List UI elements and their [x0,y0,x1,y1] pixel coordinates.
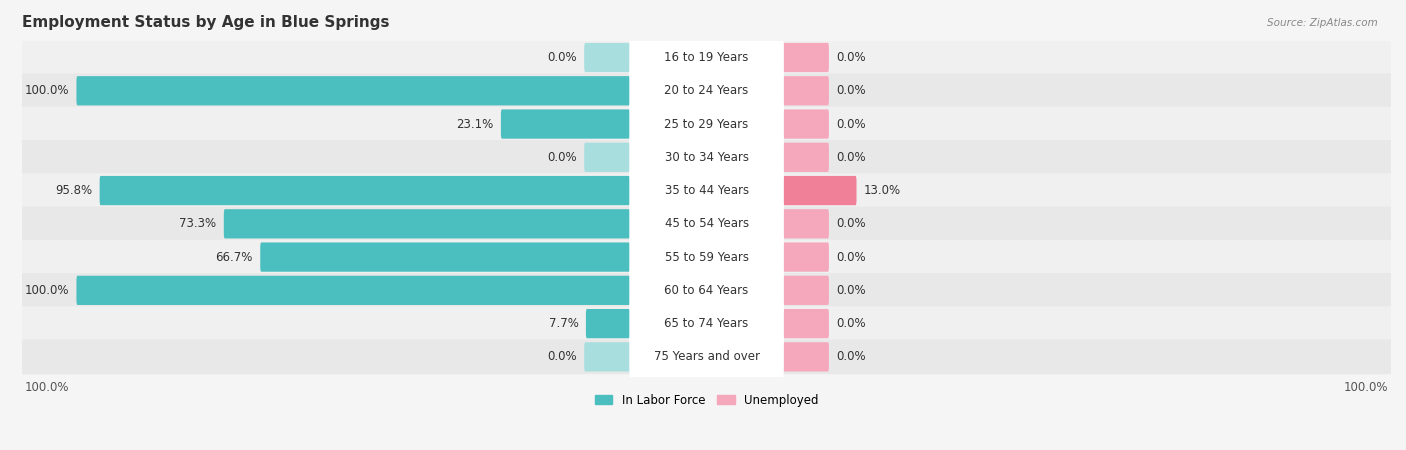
FancyBboxPatch shape [585,143,630,172]
Text: 16 to 19 Years: 16 to 19 Years [665,51,749,64]
FancyBboxPatch shape [630,130,785,185]
FancyBboxPatch shape [22,140,1391,175]
FancyBboxPatch shape [260,243,630,272]
FancyBboxPatch shape [76,76,630,105]
Text: 7.7%: 7.7% [548,317,578,330]
Text: 25 to 29 Years: 25 to 29 Years [665,117,749,130]
FancyBboxPatch shape [22,173,1391,208]
Text: 100.0%: 100.0% [25,381,69,394]
Text: Employment Status by Age in Blue Springs: Employment Status by Age in Blue Springs [22,15,389,30]
Text: 45 to 54 Years: 45 to 54 Years [665,217,748,230]
FancyBboxPatch shape [585,43,630,72]
FancyBboxPatch shape [783,143,830,172]
Text: 0.0%: 0.0% [547,51,576,64]
FancyBboxPatch shape [783,109,830,139]
FancyBboxPatch shape [630,263,785,318]
FancyBboxPatch shape [586,309,630,338]
Text: 20 to 24 Years: 20 to 24 Years [665,84,749,97]
FancyBboxPatch shape [783,209,830,238]
Text: 0.0%: 0.0% [837,351,866,363]
Text: 0.0%: 0.0% [837,84,866,97]
FancyBboxPatch shape [76,276,630,305]
Text: 23.1%: 23.1% [457,117,494,130]
Text: 0.0%: 0.0% [837,151,866,164]
Legend: In Labor Force, Unemployed: In Labor Force, Unemployed [589,389,824,411]
FancyBboxPatch shape [783,276,830,305]
Text: 0.0%: 0.0% [547,351,576,363]
FancyBboxPatch shape [783,76,830,105]
Text: 0.0%: 0.0% [837,251,866,264]
FancyBboxPatch shape [100,176,630,205]
Text: 65 to 74 Years: 65 to 74 Years [665,317,749,330]
Text: 100.0%: 100.0% [1344,381,1388,394]
Text: 60 to 64 Years: 60 to 64 Years [665,284,749,297]
FancyBboxPatch shape [22,306,1391,341]
FancyBboxPatch shape [630,196,785,251]
Text: 0.0%: 0.0% [837,117,866,130]
Text: 75 Years and over: 75 Years and over [654,351,759,363]
FancyBboxPatch shape [22,273,1391,308]
Text: 0.0%: 0.0% [837,284,866,297]
FancyBboxPatch shape [783,243,830,272]
Text: 0.0%: 0.0% [547,151,576,164]
Text: 0.0%: 0.0% [837,317,866,330]
FancyBboxPatch shape [224,209,630,238]
FancyBboxPatch shape [22,207,1391,241]
Text: 73.3%: 73.3% [180,217,217,230]
FancyBboxPatch shape [783,309,830,338]
Text: 55 to 59 Years: 55 to 59 Years [665,251,748,264]
Text: 0.0%: 0.0% [837,51,866,64]
Text: 100.0%: 100.0% [24,284,69,297]
FancyBboxPatch shape [22,107,1391,141]
FancyBboxPatch shape [630,329,785,384]
FancyBboxPatch shape [630,296,785,351]
Text: 95.8%: 95.8% [55,184,93,197]
Text: 30 to 34 Years: 30 to 34 Years [665,151,748,164]
FancyBboxPatch shape [630,30,785,85]
FancyBboxPatch shape [630,97,785,152]
Text: 0.0%: 0.0% [837,217,866,230]
Text: 100.0%: 100.0% [24,84,69,97]
FancyBboxPatch shape [630,63,785,118]
Text: Source: ZipAtlas.com: Source: ZipAtlas.com [1267,18,1378,28]
FancyBboxPatch shape [501,109,630,139]
FancyBboxPatch shape [630,163,785,218]
FancyBboxPatch shape [783,342,830,372]
Text: 13.0%: 13.0% [863,184,901,197]
FancyBboxPatch shape [22,340,1391,374]
FancyBboxPatch shape [585,342,630,372]
Text: 35 to 44 Years: 35 to 44 Years [665,184,748,197]
FancyBboxPatch shape [22,73,1391,108]
FancyBboxPatch shape [783,43,830,72]
FancyBboxPatch shape [630,230,785,284]
FancyBboxPatch shape [22,240,1391,274]
FancyBboxPatch shape [22,40,1391,75]
Text: 66.7%: 66.7% [215,251,253,264]
FancyBboxPatch shape [783,176,856,205]
